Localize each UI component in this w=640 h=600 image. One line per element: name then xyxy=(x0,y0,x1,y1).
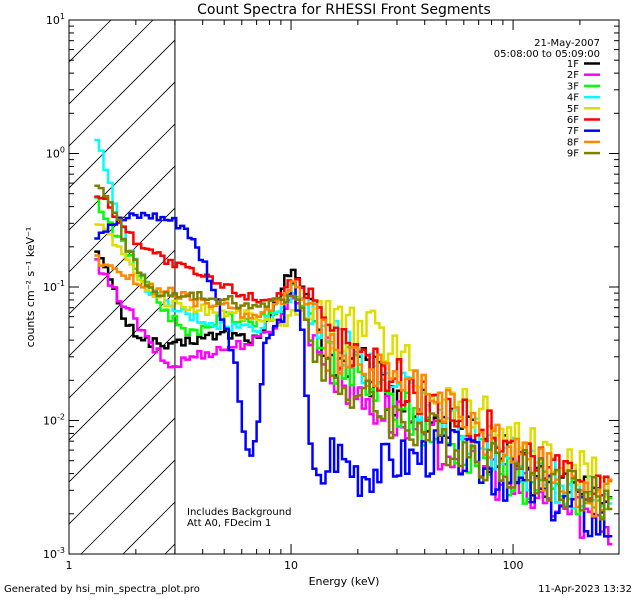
legend-label-5F: 5F xyxy=(567,104,579,115)
x-tick-label: 100 xyxy=(503,559,524,572)
background-hatch-region xyxy=(69,20,640,554)
hatch-line xyxy=(69,207,175,315)
hatch-line xyxy=(417,20,640,554)
hatch-line xyxy=(69,81,175,189)
legend-label-3F: 3F xyxy=(567,81,579,92)
hatch-lines xyxy=(69,20,640,554)
y-axis-label: counts cm⁻² s⁻¹ keV⁻¹ xyxy=(24,227,37,348)
legend-label-1F: 1F xyxy=(567,59,579,70)
series-line-6F xyxy=(94,195,613,501)
time-range-annotation: 05:08:00 to 05:09:00 xyxy=(494,49,600,60)
generated-by-footer: Generated by hsi_min_spectra_plot.pro xyxy=(4,584,200,595)
attenuator-note: Att A0, FDecim 1 xyxy=(187,518,271,529)
hatch-line xyxy=(69,123,175,231)
legend-label-9F: 9F xyxy=(567,149,579,160)
y-tick-label: 10-2 xyxy=(43,413,65,428)
legend-label-8F: 8F xyxy=(567,137,579,148)
x-tick-label: 1 xyxy=(66,559,73,572)
hatch-line xyxy=(69,417,175,525)
y-tick-label: 100 xyxy=(46,146,65,161)
legend-label-6F: 6F xyxy=(567,115,579,126)
y-tick-label: 10-3 xyxy=(43,546,65,561)
hatch-line xyxy=(69,249,175,357)
series-line-8F xyxy=(94,254,613,518)
date-annotation: 21-May-2007 xyxy=(534,38,600,49)
x-tick-label: 10 xyxy=(284,559,298,572)
series-group xyxy=(94,138,613,546)
chart-title: Count Spectra for RHESSI Front Segments xyxy=(197,2,491,18)
legend-label-7F: 7F xyxy=(567,126,579,137)
background-note: Includes Background xyxy=(187,507,291,518)
legend-label-2F: 2F xyxy=(567,70,579,81)
axis-ticks: 1 10 100 10-3 10-2 10-1 100 101 xyxy=(43,12,620,572)
y-tick-label: 10-1 xyxy=(43,279,65,294)
hatch-line xyxy=(69,39,175,147)
hatch-line xyxy=(249,20,640,554)
series-line-3F xyxy=(94,196,613,519)
hatch-line xyxy=(627,20,640,554)
legend-label-4F: 4F xyxy=(567,93,579,104)
x-axis-label: Energy (keV) xyxy=(309,575,380,588)
hatch-line xyxy=(69,375,175,483)
series-line-9F xyxy=(94,184,613,521)
series-line-7F xyxy=(94,211,613,538)
timestamp-footer: 11-Apr-2023 13:32 xyxy=(538,584,632,595)
hatch-line xyxy=(80,459,175,554)
y-tick-label: 101 xyxy=(46,12,65,27)
